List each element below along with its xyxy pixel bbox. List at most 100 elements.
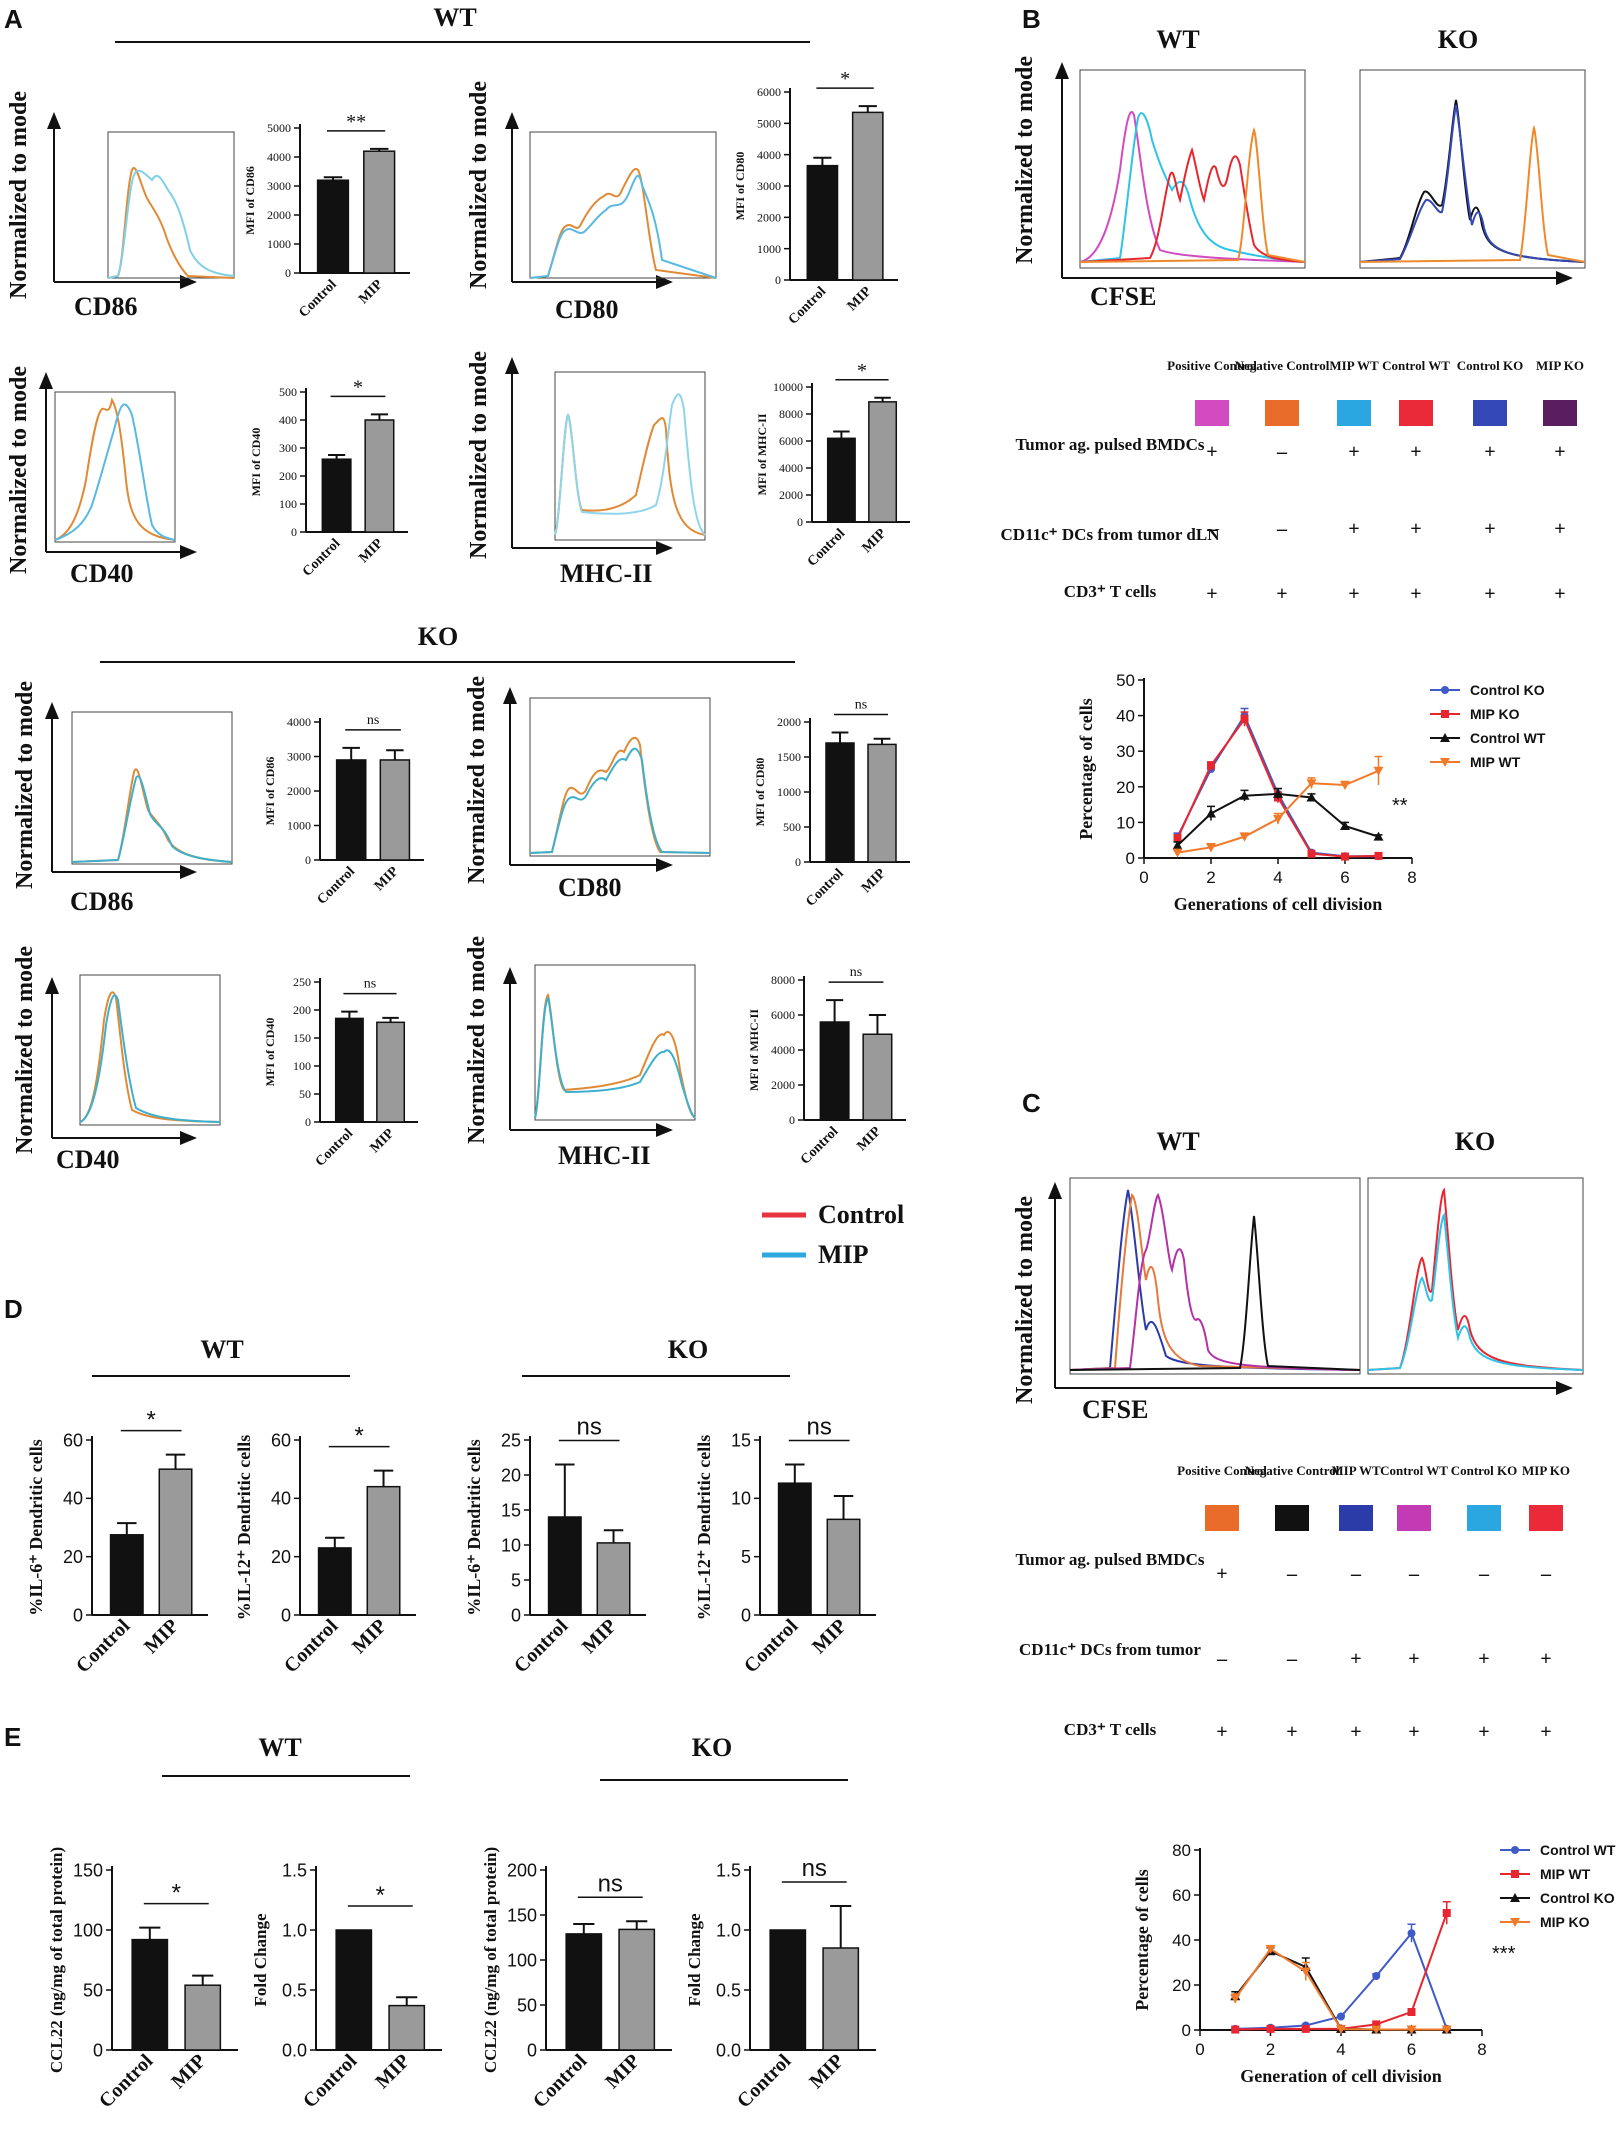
significance-label: ***	[1492, 1943, 1516, 1965]
y-tick-label: 10	[501, 1535, 521, 1555]
y-tick-label: 0.0	[282, 2040, 307, 2060]
row-label: CD3⁺ T cells	[1064, 582, 1157, 601]
data-point	[1371, 2025, 1382, 2035]
category-label: MIP	[348, 1615, 391, 1658]
significance-label: *	[840, 68, 850, 90]
y-tick-label: 250	[293, 975, 311, 989]
y-tick-label: 0	[305, 1115, 311, 1129]
line-chart-C_line: 0 20 40 60 80 0 2 4 6 8 Generation of cell divisio…	[1132, 1841, 1616, 2086]
significance-label: *	[354, 1423, 363, 1450]
category-label: Control	[529, 2050, 592, 2113]
swatch-mip-wt	[1337, 400, 1371, 426]
y-tick-label: 40	[63, 1489, 83, 1509]
cond-label: Negative Control	[1235, 358, 1330, 373]
y-tick-label: 0	[73, 1605, 83, 1625]
category-label: MIP	[371, 2050, 414, 2093]
bar-control	[819, 1021, 850, 1121]
category-label: Control	[299, 2050, 362, 2113]
x-axis-label: Generation of cell division	[1240, 2066, 1442, 2086]
bar-control	[334, 1017, 364, 1123]
bar-chart-A_wt_mhc: 0 2000 4000 6000 8000 10000 MFI of MHC-II Contr…	[755, 360, 910, 570]
y-axis-label: MFI of CD86	[243, 166, 257, 235]
x-tick-label: 2	[1266, 2040, 1275, 2059]
y-tick-label: 6000	[771, 1008, 795, 1022]
y-tick-label: 150	[507, 1905, 537, 1925]
data-point	[1441, 686, 1449, 694]
y-axis-label: Fold Change	[251, 1913, 270, 2006]
y-tick-label: 5000	[757, 117, 781, 131]
y-tick-label: 0	[775, 273, 781, 287]
bar-chart-E_wt_ccl22: 0 50 100 150 CCL22 (ng/mg of total protein) C…	[47, 1847, 238, 2112]
panel-a-wt-title: WT	[433, 3, 476, 32]
cell: +	[1410, 441, 1421, 463]
data-point	[1511, 1870, 1519, 1878]
data-point	[1240, 715, 1249, 724]
y-axis-label: MFI of MHC-II	[755, 413, 769, 495]
bar-mip	[363, 150, 396, 274]
panel-b-condition-table: Positive Control Negative Control MIP WT…	[1001, 358, 1584, 605]
bar-chart-A_ko_cd40: 0 50 100 150 200 250 MFI of CD40 Control MIP ns	[263, 975, 418, 1170]
bar-control	[317, 1547, 352, 1616]
data-point	[1265, 1945, 1276, 1954]
cell: –	[1540, 1563, 1552, 1585]
bar-mip	[158, 1468, 193, 1616]
data-point	[1340, 820, 1350, 830]
y-tick-label: 4000	[287, 715, 311, 729]
cell: –	[1216, 1648, 1228, 1670]
y-tick-label: 0	[789, 1113, 795, 1127]
y-axis-label: Fold Change	[685, 1913, 704, 2006]
hist-ylabel: Normalized to mode	[1012, 56, 1038, 264]
y-tick-label: 0	[527, 2040, 537, 2060]
swatch-negative-control	[1275, 1505, 1309, 1531]
data-point	[1337, 2012, 1345, 2021]
legend-label: MIP WT	[1540, 1866, 1591, 1882]
category-label: MIP	[372, 864, 402, 894]
y-tick-label: 5	[741, 1547, 751, 1567]
bar-chart-E_wt_fold: 0.0 0.5 1.0 1.5 Fold Change Control MIP *	[251, 1860, 442, 2112]
x-tick-label: 2	[1206, 868, 1215, 887]
y-tick-label: 10	[731, 1489, 751, 1509]
bar-control	[109, 1534, 144, 1616]
series-mip-ko	[1230, 1944, 1452, 2035]
y-tick-label: 10000	[773, 380, 803, 394]
x-tick-label: 8	[1477, 2040, 1486, 2059]
legend-control-label: Control	[818, 1200, 904, 1229]
hist-marker: CD80	[558, 873, 622, 902]
bar-control	[321, 458, 352, 533]
data-point	[1206, 808, 1216, 818]
y-tick-label: 25	[501, 1430, 521, 1450]
y-axis-label: CCL22 (ng/mg of total protein)	[481, 1847, 500, 2073]
hist-a-ko-cd80: Normalized to mode CD80	[464, 676, 711, 902]
category-label: MIP	[167, 2050, 210, 2093]
swatch-control-ko	[1473, 400, 1507, 426]
cell: –	[1286, 1648, 1298, 1670]
bar-mip	[851, 111, 884, 281]
cell: +	[1540, 1721, 1551, 1743]
bar-mip	[826, 1518, 861, 1616]
data-point	[1273, 814, 1283, 824]
cell: +	[1408, 1648, 1419, 1670]
category-label: Control	[798, 1124, 842, 1168]
y-tick-label: 0.5	[282, 1980, 307, 2000]
hist-marker: MHC-II	[560, 559, 652, 588]
hist-marker: CD40	[56, 1145, 120, 1174]
y-tick-label: 0.0	[716, 2040, 741, 2060]
cell: +	[1286, 1721, 1297, 1743]
swatch-mip-ko	[1529, 1505, 1563, 1531]
y-tick-label: 20	[1116, 778, 1135, 797]
y-tick-label: 8000	[771, 973, 795, 987]
significance-label: ns	[855, 698, 867, 713]
y-tick-label: 0	[291, 525, 297, 539]
cell: –	[1478, 1563, 1490, 1585]
swatch-control-wt	[1399, 400, 1433, 426]
y-tick-label: 4000	[267, 150, 291, 164]
significance-label: ns	[806, 1414, 831, 1441]
category-label: Control	[296, 277, 340, 321]
y-tick-label: 0	[741, 1605, 751, 1625]
bar-control	[777, 1482, 812, 1616]
panel-b-letter: B	[1022, 4, 1041, 34]
bar-mip	[618, 1928, 656, 2051]
y-tick-label: 20	[501, 1465, 521, 1485]
